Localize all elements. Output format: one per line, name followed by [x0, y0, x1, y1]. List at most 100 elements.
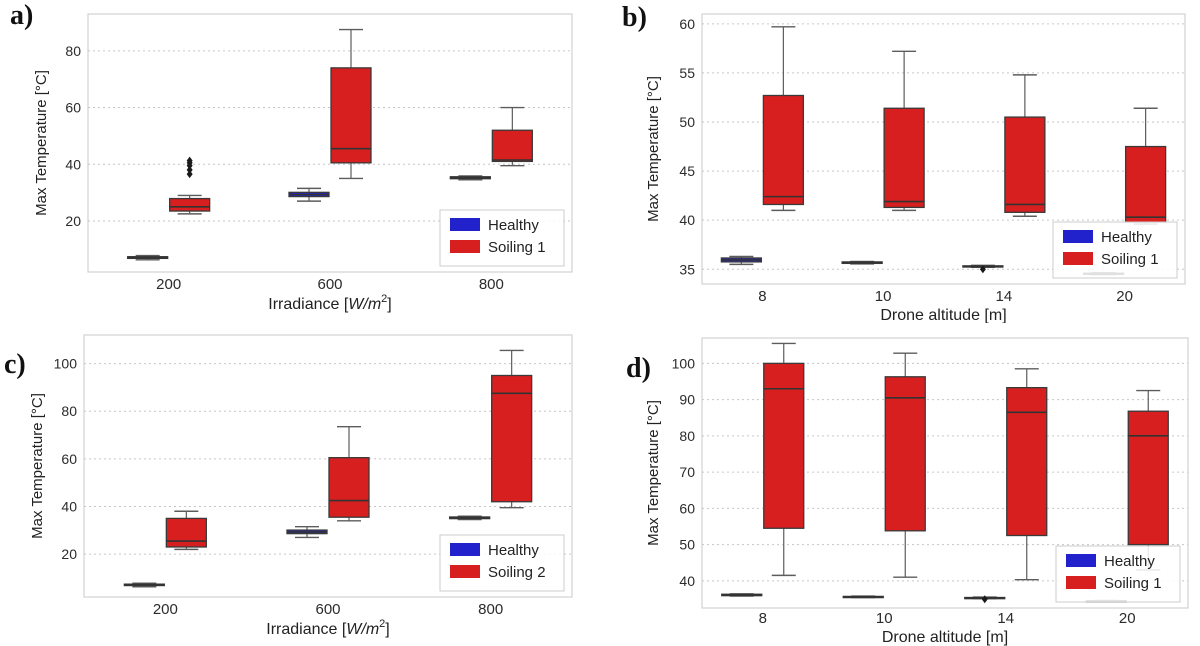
box-group [330, 28, 372, 180]
y-tick-label: 70 [679, 464, 695, 480]
box-rect [165, 517, 207, 548]
x-tick-label: 20 [1116, 288, 1133, 305]
x-tick-labels: 200 600 800 [156, 276, 504, 293]
y-tick-label: 60 [679, 500, 695, 516]
y-tick-label: 80 [61, 403, 77, 419]
x-tick-labels: 8 10 14 20 [758, 288, 1133, 305]
chart-d: 40 50 60 70 80 90 100 Max Temperature [°C] 8 10 14… [645, 337, 1189, 646]
box-group [288, 187, 330, 202]
box-group [1127, 389, 1169, 571]
box-rect [491, 129, 533, 163]
legend-label: Soiling 2 [488, 564, 546, 581]
box-group [123, 582, 165, 588]
box-group [449, 175, 491, 181]
x-tick-label: 14 [997, 610, 1014, 627]
chart-b: 35 40 45 50 55 60 Max Temperature [°C] 8 10 14 20 D… [645, 13, 1186, 323]
series-healthy [123, 515, 491, 588]
x-tick-label: 8 [759, 610, 767, 627]
box-group [1004, 74, 1046, 217]
series-soiling-1 [169, 28, 533, 215]
box-rect [763, 362, 805, 529]
x-tick-label: 10 [876, 610, 893, 627]
legend-swatch-healthy [450, 218, 480, 231]
flier-point [186, 170, 193, 179]
box-group [883, 50, 925, 212]
y-tick-labels: 35 40 45 50 55 60 [679, 16, 695, 277]
legend-swatch-soiling [1066, 576, 1096, 589]
x-axis-label: Irradiance [W/m2] [268, 293, 392, 313]
box-group [841, 260, 883, 265]
x-axis-label: Drone altitude [m] [882, 629, 1008, 646]
x-tick-label: 20 [1119, 610, 1136, 627]
legend-label: Healthy [1104, 553, 1155, 570]
y-tick-labels: 40 50 60 70 80 90 100 [672, 355, 696, 588]
box-rect [1004, 116, 1046, 213]
y-tick-label: 20 [61, 546, 77, 562]
flier-point [186, 156, 193, 165]
flier-point [979, 265, 986, 274]
x-tick-label: 14 [996, 288, 1013, 305]
y-tick-label: 100 [672, 355, 696, 371]
box-rect [884, 376, 926, 532]
legend-label: Healthy [488, 217, 539, 234]
legend-swatch-soiling [1063, 252, 1093, 265]
y-tick-label: 40 [679, 212, 695, 228]
panel-label-a: a) [10, 0, 34, 31]
box-group [842, 595, 884, 599]
series-soiling-1 [763, 342, 1169, 581]
box-rect [1127, 410, 1169, 546]
x-tick-label: 800 [478, 601, 503, 618]
box-rect [330, 67, 372, 164]
chart-a: 20 40 60 80 Max Temperature [°C] 200 600 800 Irr… [33, 13, 573, 313]
box-rect [762, 94, 805, 206]
y-axis-label: Max Temperature [°C] [645, 400, 662, 546]
box-rect [491, 374, 533, 503]
box-rect [883, 107, 925, 209]
y-tick-label: 50 [679, 114, 695, 130]
series-soiling-2 [165, 349, 533, 551]
legend-swatch-healthy [1063, 230, 1093, 243]
x-tick-labels: 200 600 800 [153, 601, 503, 618]
legend: Healthy Soiling 2 [439, 534, 565, 592]
box-group [165, 510, 207, 551]
y-tick-label: 40 [679, 573, 695, 589]
legend-label: Soiling 1 [1101, 251, 1159, 268]
x-tick-label: 600 [315, 601, 340, 618]
panel-b: b) 35 40 45 50 55 60 Max Temperature [°C] 8 10 14… [600, 0, 1200, 323]
x-tick-label: 8 [758, 288, 766, 305]
y-tick-label: 40 [61, 498, 77, 514]
y-tick-labels: 20 40 60 80 [65, 43, 81, 229]
x-tick-labels: 8 10 14 20 [759, 610, 1136, 627]
x-tick-label: 10 [875, 288, 892, 305]
box-group [720, 255, 763, 266]
y-tick-label: 55 [679, 65, 695, 81]
y-tick-label: 80 [679, 428, 695, 444]
x-tick-label: 200 [153, 601, 178, 618]
legend-swatch-healthy [1066, 554, 1096, 567]
box-group [127, 254, 169, 261]
y-tick-label: 100 [54, 356, 78, 372]
y-axis-label: Max Temperature [°C] [645, 76, 662, 222]
series-healthy [127, 175, 491, 261]
box-group [169, 156, 211, 215]
legend: Healthy Soiling 1 [439, 209, 565, 267]
flier-point [981, 595, 988, 604]
box-group [328, 425, 370, 522]
chart-c: 20 40 60 80 100 Max Temperature [°C] 200 600 800… [29, 334, 573, 638]
y-tick-label: 40 [65, 156, 81, 172]
y-tick-label: 60 [65, 100, 81, 116]
box-rect [169, 197, 211, 212]
box-rect [328, 457, 370, 518]
y-tick-label: 60 [679, 16, 695, 32]
box-group [964, 595, 1006, 604]
y-tick-label: 20 [65, 213, 81, 229]
legend: Healthy Soiling 1 [1052, 221, 1178, 279]
y-tick-labels: 20 40 60 80 100 [54, 356, 78, 563]
y-tick-label: 35 [679, 261, 695, 277]
plot-frame [83, 334, 573, 598]
panel-label-b: b) [622, 2, 647, 33]
x-tick-label: 200 [156, 276, 181, 293]
legend-swatch-soiling [450, 240, 480, 253]
x-tick-label: 600 [317, 276, 342, 293]
